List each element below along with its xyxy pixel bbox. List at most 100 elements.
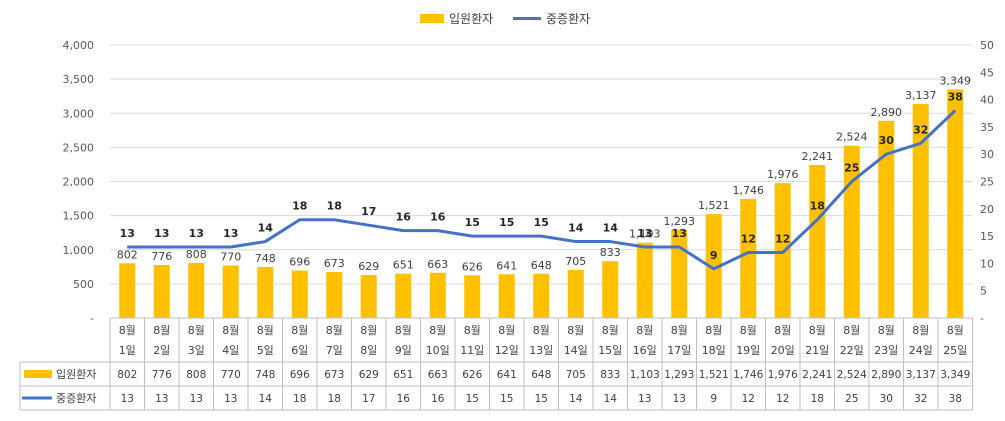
table-cell-severe: 13	[673, 393, 686, 405]
line-data-label: 16	[430, 211, 446, 224]
bar[interactable]	[705, 214, 722, 318]
legend: 입원환자 중증환자	[0, 8, 1005, 28]
x-tick-label-month: 8월	[257, 324, 274, 337]
bar[interactable]	[878, 120, 895, 318]
line-data-label: 12	[775, 232, 790, 245]
bar[interactable]	[636, 242, 653, 318]
y-right-tick-label: 10	[980, 257, 994, 270]
table-cell-admitted: 3,349	[940, 369, 970, 381]
bar[interactable]	[671, 229, 688, 318]
bar[interactable]	[464, 275, 481, 318]
bar[interactable]	[257, 266, 274, 318]
x-tick-label-month: 8월	[671, 324, 688, 337]
x-tick-label-month: 8월	[395, 324, 412, 337]
y-right-tick-label: 5	[980, 285, 987, 298]
table-cell-admitted: 696	[290, 369, 310, 381]
bar[interactable]	[326, 272, 343, 318]
x-tick-label-day: 8일	[360, 343, 377, 357]
bar[interactable]	[912, 103, 929, 318]
bar[interactable]	[360, 275, 377, 318]
y-left-tick-label: 1,500	[63, 210, 95, 223]
bar[interactable]	[429, 272, 446, 318]
line-data-label: 18	[327, 200, 342, 213]
table-cell-severe: 38	[949, 393, 962, 405]
table-cell-admitted: 776	[152, 369, 172, 381]
table-cell-severe: 13	[224, 393, 237, 405]
table-cell-admitted: 626	[462, 369, 482, 381]
table-cell-severe: 18	[328, 393, 341, 405]
x-tick-label-day: 15일	[598, 343, 622, 357]
bar[interactable]	[533, 273, 550, 318]
x-tick-label-month: 8월	[153, 324, 170, 337]
x-tick-label-month: 8월	[567, 324, 584, 337]
table-cell-severe: 17	[362, 393, 375, 405]
table-cell-admitted: 802	[117, 369, 137, 381]
bar[interactable]	[119, 263, 136, 318]
table-cell-severe: 13	[121, 393, 134, 405]
x-tick-label-day: 10일	[426, 343, 450, 357]
bar[interactable]	[153, 265, 170, 318]
legend-swatch-line	[513, 17, 541, 20]
bar-data-label: 1,293	[664, 215, 696, 228]
bar[interactable]	[188, 262, 205, 318]
table-cell-admitted: 629	[359, 369, 379, 381]
table-key-bar	[24, 370, 52, 378]
line-data-label: 17	[361, 205, 376, 218]
bar[interactable]	[843, 145, 860, 318]
bar[interactable]	[567, 269, 584, 318]
bar[interactable]	[602, 261, 619, 318]
table-cell-severe: 14	[604, 393, 618, 405]
table-cell-severe: 15	[500, 393, 513, 405]
line-data-label: 30	[879, 134, 895, 147]
bar[interactable]	[395, 273, 412, 318]
line-series	[127, 109, 957, 271]
x-tick-label-month: 8월	[533, 324, 550, 337]
table-cell-admitted: 1,746	[733, 369, 763, 381]
line-data-label: 14	[568, 222, 584, 235]
x-tick-label-day: 7일	[326, 343, 343, 357]
bar[interactable]	[809, 165, 826, 318]
y-right-tick-label: 35	[980, 121, 994, 134]
table-cell-admitted: 651	[393, 369, 413, 381]
legend-item-admitted[interactable]: 입원환자	[420, 10, 493, 27]
bar[interactable]	[740, 198, 757, 318]
bar[interactable]	[947, 89, 964, 318]
line-data-label: 32	[913, 123, 928, 136]
severe-line[interactable]	[127, 109, 957, 271]
table-cell-severe: 30	[880, 393, 893, 405]
x-tick-label-month: 8월	[809, 324, 826, 337]
y-left-tick-label: 1,000	[63, 244, 95, 257]
y-left-tick-label: 4,000	[63, 39, 95, 52]
table-cell-severe: 32	[914, 393, 927, 405]
x-tick-label-day: 6일	[291, 343, 308, 357]
table-cell-severe: 12	[742, 393, 755, 405]
bar-data-label: 663	[427, 258, 448, 271]
x-tick-label-month: 8월	[602, 324, 619, 337]
bar-data-label: 3,137	[905, 89, 937, 102]
bar-data-label: 641	[496, 259, 517, 272]
x-tick-label-day: 5일	[257, 343, 274, 357]
bar-data-label: 629	[358, 260, 379, 273]
x-tick-label-day: 19일	[736, 343, 760, 357]
bar[interactable]	[291, 270, 308, 318]
table-cell-admitted: 1,103	[630, 369, 660, 381]
x-tick-label-month: 8월	[360, 324, 377, 337]
line-data-label: 9	[710, 249, 718, 262]
line-data-label: 12	[741, 232, 756, 245]
legend-item-severe[interactable]: 중증환자	[513, 10, 590, 27]
line-data-label: 18	[810, 200, 825, 213]
x-tick-label-day: 17일	[667, 343, 691, 357]
table-row-header-severe: 중증환자	[56, 392, 96, 405]
bar-data-label: 833	[600, 246, 621, 259]
x-tick-label-month: 8월	[636, 324, 653, 337]
x-tick-label-day: 18일	[702, 343, 726, 357]
y-right-tick-label: 45	[980, 66, 994, 79]
table-cell-severe: 16	[431, 393, 445, 405]
table-cell-admitted: 1,521	[699, 369, 729, 381]
table-cell-severe: 14	[569, 393, 583, 405]
bar-data-label: 802	[117, 248, 138, 261]
bar[interactable]	[498, 274, 515, 318]
line-data-label: 14	[603, 222, 619, 235]
x-tick-label-month: 8월	[843, 324, 860, 337]
bar[interactable]	[222, 265, 239, 318]
